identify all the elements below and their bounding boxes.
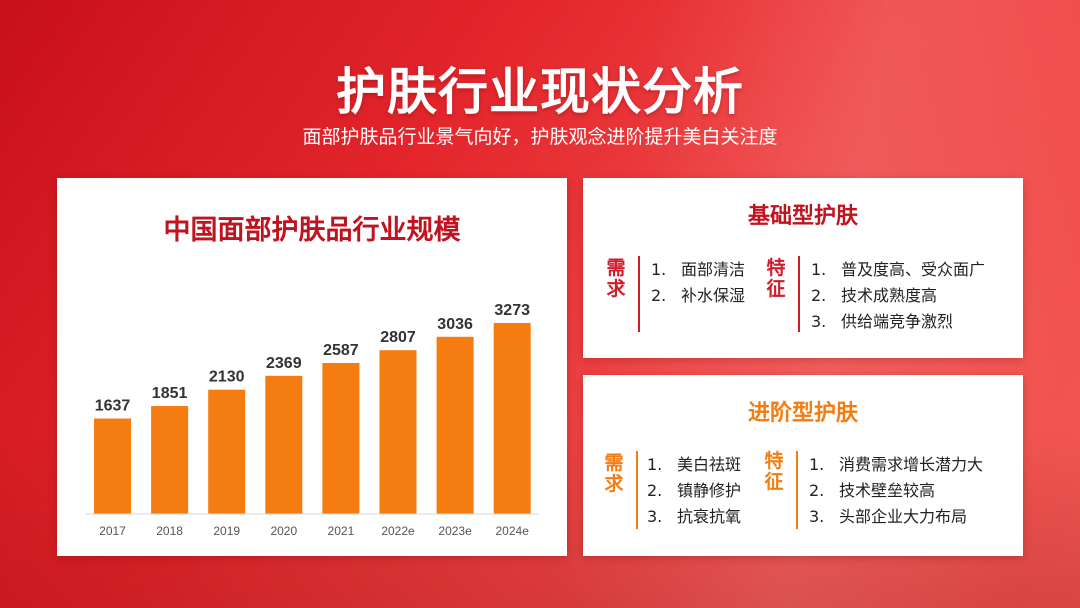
bar-value-label: 3273 (494, 302, 530, 319)
bar-2022e (379, 350, 417, 514)
bar-value-label: 2807 (380, 329, 416, 346)
bar-2024e (493, 323, 531, 514)
bar-value-label: 2587 (323, 342, 359, 359)
list-item: 2. 镇静修护 (647, 481, 742, 500)
bar-value-label: 3036 (437, 316, 473, 333)
advanced-skincare-card: 进阶型护肤 需求 1. 美白祛斑 2. 镇静修护 3. 抗衰抗氧 特征 1. 消费需求增… (583, 375, 1023, 556)
x-tick-label: 2022e (381, 524, 415, 538)
bar-2017 (94, 418, 131, 514)
bar-2020 (265, 375, 303, 514)
basic-feature-divider (798, 256, 800, 332)
basic-skincare-card: 基础型护肤 需求 1. 面部清洁 2. 补水保湿 特征 1. 普及度高、受众面广 2.… (583, 178, 1023, 358)
list-item: 2. 技术成熟度高 (811, 286, 938, 305)
advanced-feature-divider (796, 451, 798, 529)
bar-value-label: 2369 (266, 355, 302, 372)
list-item: 2. 补水保湿 (651, 286, 746, 305)
bar-2023e (436, 336, 474, 514)
advanced-demand-divider (636, 451, 638, 529)
bar-2019 (208, 389, 246, 514)
bar-value-label: 1851 (152, 385, 188, 402)
basic-card-title: 基础型护肤 (747, 204, 858, 229)
list-item: 3. 抗衰抗氧 (647, 507, 742, 526)
x-tick-label: 2023e (438, 524, 472, 538)
x-tick-label: 2021 (328, 524, 355, 538)
basic-feature-label: 特征 (766, 257, 786, 300)
bar-chart: 1637 2017 1851 2018 2130 2019 2369 2020 2587 2021… (85, 302, 539, 538)
page-title: 护肤行业现状分析 (336, 63, 744, 121)
x-tick-label: 2024e (496, 524, 530, 538)
x-tick-label: 2019 (213, 524, 240, 538)
bar-value-label: 1637 (95, 398, 131, 415)
advanced-demand-label: 需求 (604, 452, 624, 495)
basic-demand-list: 1. 面部清洁 2. 补水保湿 (651, 257, 745, 309)
x-tick-label: 2020 (270, 524, 297, 538)
bar-2018 (151, 406, 189, 514)
list-item: 2. 技术壁垒较高 (809, 481, 936, 500)
basic-demand-divider (638, 256, 640, 332)
list-item: 1. 美白祛斑 (647, 455, 742, 474)
basic-feature-list: 1. 普及度高、受众面广 2. 技术成熟度高 3. 供给端竞争激烈 (811, 257, 985, 335)
list-item: 1. 普及度高、受众面广 (811, 260, 986, 279)
advanced-card-title: 进阶型护肤 (747, 401, 858, 426)
chart-title: 中国面部护肤品行业规模 (163, 215, 461, 246)
advanced-demand-list: 1. 美白祛斑 2. 镇静修护 3. 抗衰抗氧 (647, 452, 741, 530)
bar-2021 (322, 363, 360, 514)
x-tick-label: 2017 (99, 524, 126, 538)
list-item: 3. 供给端竞争激烈 (811, 312, 954, 331)
list-item: 1. 消费需求增长潜力大 (809, 455, 984, 474)
x-tick-label: 2018 (156, 524, 183, 538)
basic-demand-label: 需求 (606, 257, 626, 300)
advanced-feature-label: 特征 (764, 450, 784, 493)
list-item: 1. 面部清洁 (651, 260, 746, 279)
chart-panel: 中国面部护肤品行业规模 1637 2017 1851 2018 2130 2019 2369… (57, 178, 567, 556)
advanced-feature-list: 1. 消费需求增长潜力大 2. 技术壁垒较高 3. 头部企业大力布局 (809, 452, 983, 530)
page-subtitle: 面部护肤品行业景气向好，护肤观念进阶提升美白关注度 (302, 126, 778, 148)
bar-value-label: 2130 (209, 369, 245, 386)
list-item: 3. 头部企业大力布局 (809, 507, 968, 526)
